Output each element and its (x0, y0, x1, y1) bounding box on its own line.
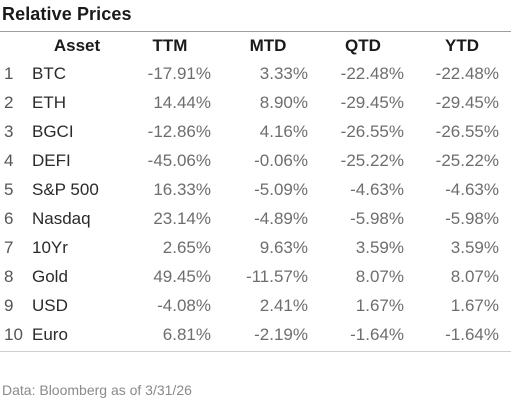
column-header-asset: Asset (53, 36, 101, 55)
row-rank: 2 (4, 93, 14, 112)
row-qtd: 8.07% (355, 267, 404, 286)
row-asset: BGCI (32, 122, 74, 141)
row-ytd: 8.07% (450, 267, 499, 286)
row-asset: BTC (32, 64, 66, 83)
table-row: 7 10Yr 2.65% 9.63% 3.59% 3.59% (0, 234, 511, 263)
row-qtd: 3.59% (355, 238, 404, 257)
table-body: 1 BTC -17.91% 3.33% -22.48% -22.48% 2 ET… (0, 60, 511, 350)
row-ytd: -29.45% (435, 93, 499, 112)
row-ytd: -4.63% (445, 180, 499, 199)
row-rank: 6 (4, 209, 14, 228)
row-ytd: -26.55% (435, 122, 499, 141)
column-header-qtd: QTD (345, 36, 381, 55)
row-ytd: -25.22% (435, 151, 499, 170)
row-qtd: -1.64% (350, 325, 404, 344)
column-header-ytd: YTD (445, 36, 479, 55)
row-asset: DEFI (32, 151, 71, 170)
row-asset: ETH (32, 93, 66, 112)
row-mtd: -5.09% (254, 180, 308, 199)
row-rank: 8 (4, 267, 14, 286)
table-row: 6 Nasdaq 23.14% -4.89% -5.98% -5.98% (0, 205, 511, 234)
row-rank: 3 (4, 122, 14, 141)
row-ytd: 3.59% (450, 238, 499, 257)
row-mtd: 8.90% (259, 93, 308, 112)
row-mtd: -2.19% (254, 325, 308, 344)
row-qtd: -29.45% (340, 93, 404, 112)
table-title: Relative Prices (2, 4, 132, 24)
row-rank: 7 (4, 238, 14, 257)
table-row: 3 BGCI -12.86% 4.16% -26.55% -26.55% (0, 118, 511, 147)
row-ttm: -45.06% (147, 151, 211, 170)
row-qtd: -22.48% (340, 64, 404, 83)
row-asset: USD (32, 296, 68, 315)
row-asset: Gold (32, 267, 68, 286)
row-mtd: 9.63% (259, 238, 308, 257)
row-qtd: -26.55% (340, 122, 404, 141)
table-row: 8 Gold 49.45% -11.57% 8.07% 8.07% (0, 263, 511, 292)
row-mtd: -11.57% (245, 267, 308, 286)
row-ttm: 23.14% (153, 209, 211, 228)
column-header-ttm: TTM (152, 36, 188, 55)
row-ytd: -1.64% (445, 325, 499, 344)
row-asset: Euro (32, 325, 68, 344)
row-asset: Nasdaq (32, 209, 91, 228)
row-ttm: -4.08% (157, 296, 211, 315)
row-asset: 10Yr (32, 238, 68, 257)
source-footnote: Data: Bloomberg as of 3/31/26 (2, 382, 192, 398)
table-row: 10 Euro 6.81% -2.19% -1.64% -1.64% (0, 321, 511, 350)
row-ttm: 16.33% (153, 180, 211, 199)
row-rank: 1 (4, 64, 14, 83)
row-qtd: -5.98% (350, 209, 404, 228)
table-row: 5 S&P 500 16.33% -5.09% -4.63% -4.63% (0, 176, 511, 205)
title-divider (0, 31, 511, 32)
row-qtd: 1.67% (355, 296, 404, 315)
row-ttm: 49.45% (153, 267, 211, 286)
row-mtd: -4.89% (254, 209, 308, 228)
table-row: 4 DEFI -45.06% -0.06% -25.22% -25.22% (0, 147, 511, 176)
row-rank: 9 (4, 296, 14, 315)
row-ytd: -22.48% (435, 64, 499, 83)
row-ttm: 6.81% (162, 325, 211, 344)
row-ytd: -5.98% (445, 209, 499, 228)
row-ttm: -12.86% (147, 122, 211, 141)
row-rank: 4 (4, 151, 14, 170)
row-asset: S&P 500 (32, 180, 99, 199)
row-mtd: 4.16% (259, 122, 308, 141)
row-ttm: 2.65% (162, 238, 211, 257)
row-ttm: -17.91% (147, 64, 211, 83)
table-header: Asset TTM MTD QTD YTD (0, 33, 511, 59)
row-qtd: -25.22% (340, 151, 404, 170)
table-row: 2 ETH 14.44% 8.90% -29.45% -29.45% (0, 89, 511, 118)
table-row: 9 USD -4.08% 2.41% 1.67% 1.67% (0, 292, 511, 321)
row-rank: 5 (4, 180, 14, 199)
row-ytd: 1.67% (450, 296, 499, 315)
row-mtd: 3.33% (259, 64, 308, 83)
row-mtd: -0.06% (254, 151, 308, 170)
row-qtd: -4.63% (350, 180, 404, 199)
row-mtd: 2.41% (259, 296, 308, 315)
row-ttm: 14.44% (153, 93, 211, 112)
column-header-mtd: MTD (249, 36, 287, 55)
row-rank: 10 (4, 325, 23, 344)
table-row: 1 BTC -17.91% 3.33% -22.48% -22.48% (0, 60, 511, 89)
table-bottom-divider (0, 351, 511, 352)
